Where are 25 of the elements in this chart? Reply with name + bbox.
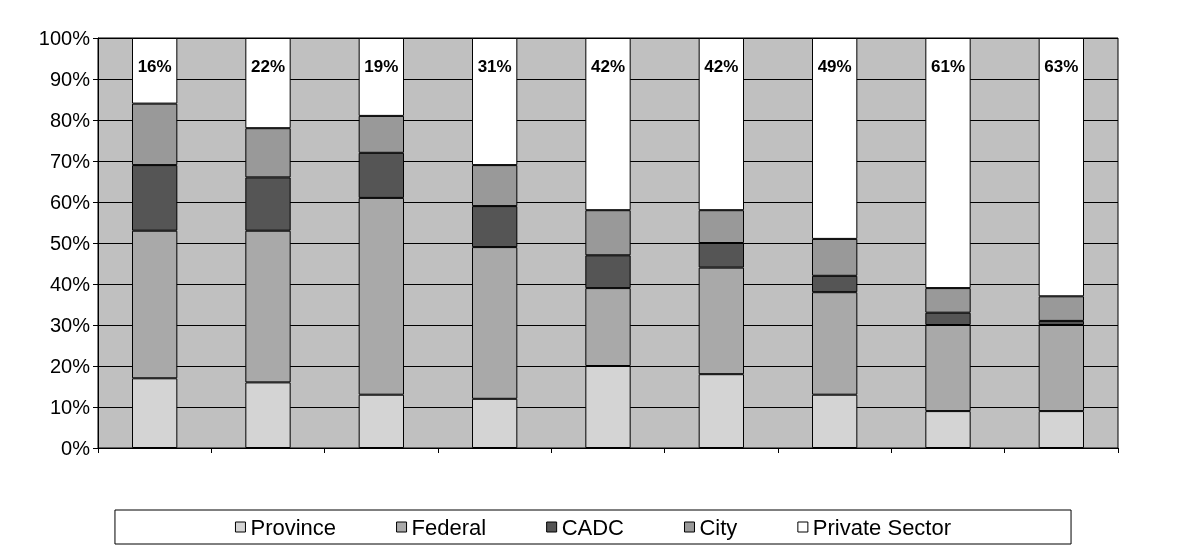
data-label: 22%	[250, 57, 286, 76]
data-label: 42%	[590, 57, 626, 76]
legend-label: Private Sector	[812, 514, 952, 540]
data-label: 61%	[930, 57, 966, 76]
y-tick-label: 80%	[49, 109, 91, 131]
y-tick-label: 20%	[49, 355, 91, 377]
y-tick-label: 50%	[49, 232, 91, 254]
y-tick-label: 0%	[61, 437, 91, 459]
data-label: 49%	[817, 57, 852, 76]
data-label: 63%	[1044, 57, 1079, 76]
y-tick-label: 60%	[49, 191, 91, 213]
y-tick-label: 100%	[38, 27, 91, 49]
legend-label: Federal	[411, 514, 487, 540]
y-tick-label: 10%	[49, 396, 91, 418]
y-tick-label: 90%	[49, 68, 91, 90]
legend-label: Province	[250, 514, 337, 540]
y-tick-label: 40%	[49, 273, 91, 295]
legend-label: City	[699, 514, 738, 540]
data-label: 31%	[477, 57, 512, 76]
data-label: 19%	[364, 57, 399, 76]
y-tick-label: 30%	[49, 314, 91, 336]
data-label: 16%	[137, 57, 172, 76]
y-tick-label: 70%	[49, 150, 91, 172]
legend-label: CADC	[561, 514, 625, 540]
data-label: 42%	[704, 57, 739, 76]
